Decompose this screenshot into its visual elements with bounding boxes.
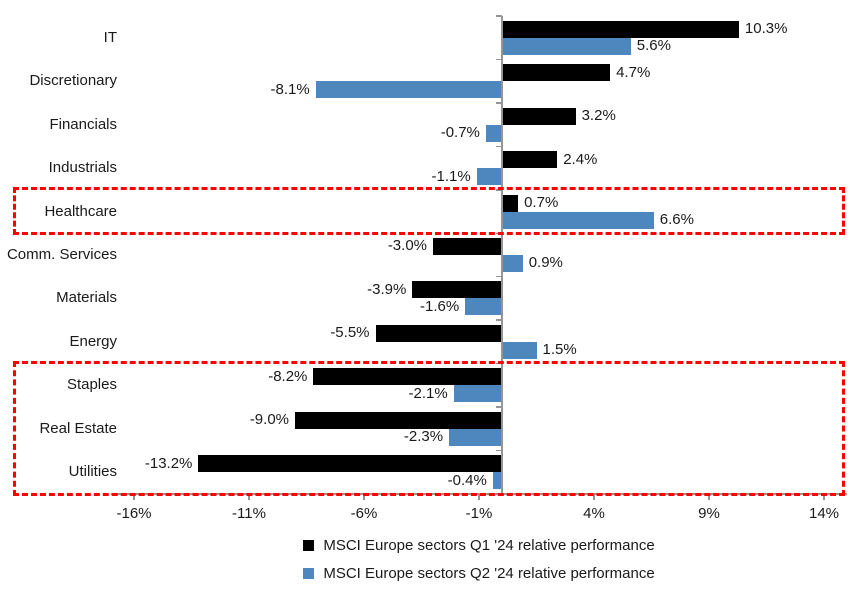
bar-q1-staples — [313, 368, 502, 386]
x-tick-label-16: -16% — [116, 504, 152, 522]
bar-q2-materials — [465, 298, 502, 316]
bar-q1-utilities — [198, 455, 502, 473]
x-axis-tick — [248, 493, 250, 500]
category-label-industrials: Industrials — [48, 159, 117, 177]
y-axis-tick — [495, 58, 502, 61]
value-label-q1-it: 10.3% — [744, 20, 788, 38]
y-axis-tick — [495, 319, 502, 321]
bar-q2-energy — [502, 341, 537, 359]
bar-q2-real-estate — [449, 428, 502, 446]
bar-q2-industrials — [476, 168, 502, 186]
category-label-utilities: Utilities — [68, 463, 117, 481]
value-label-q2-discretionary: -8.1% — [270, 80, 310, 98]
x-axis-tick — [708, 493, 710, 500]
category-label-healthcare: Healthcare — [44, 202, 117, 220]
category-label-real-estate: Real Estate — [39, 419, 117, 437]
bar-q2-discretionary — [315, 81, 502, 99]
value-label-q1-industrials: 2.4% — [563, 150, 598, 168]
value-label-q2-financials: -0.7% — [440, 124, 480, 142]
category-label-staples: Staples — [66, 376, 117, 394]
bar-q1-financials — [502, 107, 576, 125]
value-label-q2-healthcare: 6.6% — [659, 211, 694, 228]
value-label-q2-comm-services: 0.9% — [528, 254, 563, 272]
x-tick-label-14: 14% — [808, 504, 840, 522]
value-label-q2-utilities: -0.4% — [447, 471, 487, 489]
category-label-financials: Financials — [49, 115, 117, 133]
bar-q1-healthcare — [502, 194, 519, 212]
value-label-q2-industrials: -1.1% — [431, 167, 471, 185]
x-tick-label-1: -1% — [465, 504, 493, 522]
bar-q2-it — [502, 37, 631, 55]
bar-q1-discretionary — [502, 64, 611, 82]
highlight-box-healthcare — [13, 186, 845, 236]
value-label-q1-financials: 3.2% — [581, 107, 616, 125]
highlight-box-staples-to-utilities — [13, 360, 845, 496]
y-axis-tick — [495, 102, 502, 104]
x-axis-tick — [593, 493, 595, 500]
x-axis-tick — [478, 493, 480, 500]
legend-swatch-q2-icon — [303, 568, 315, 579]
y-axis-tick — [495, 275, 502, 278]
bar-q1-comm-services — [433, 237, 502, 255]
value-label-q2-materials: -1.6% — [420, 297, 460, 315]
value-label-q1-healthcare: 0.7% — [524, 194, 559, 211]
category-label-it: IT — [103, 28, 117, 46]
y-axis-line — [501, 16, 503, 494]
legend-label-q2: MSCI Europe sectors Q2 '24 relative perf… — [323, 565, 655, 582]
value-label-q1-energy: -5.5% — [330, 324, 370, 342]
legend: MSCI Europe sectors Q1 '24 relative perf… — [111, 537, 847, 582]
legend-item-q1: MSCI Europe sectors Q1 '24 relative perf… — [303, 537, 655, 554]
bar-q2-comm-services — [502, 254, 523, 272]
category-label-materials: Materials — [56, 289, 117, 307]
value-label-q1-comm-services: -3.0% — [387, 237, 427, 255]
x-tick-label-6: -6% — [350, 504, 378, 522]
value-label-q1-utilities: -13.2% — [144, 454, 193, 472]
legend-item-q2: MSCI Europe sectors Q2 '24 relative perf… — [303, 565, 655, 582]
bar-q2-utilities — [492, 472, 502, 490]
value-label-q2-staples: -2.1% — [408, 384, 448, 402]
bar-q1-real-estate — [295, 411, 502, 429]
bar-q1-energy — [375, 324, 502, 342]
y-axis-tick — [495, 145, 502, 148]
x-tick-label-11: -11% — [232, 504, 266, 522]
x-axis-tick — [363, 493, 365, 500]
x-tick-label-9: 9% — [698, 504, 720, 522]
x-axis-tick — [823, 493, 825, 500]
y-axis-tick — [495, 449, 502, 452]
category-label-discretionary: Discretionary — [29, 72, 117, 90]
bar-q2-staples — [453, 385, 502, 403]
category-label-comm-services: Comm. Services — [6, 245, 117, 263]
value-label-q1-discretionary: 4.7% — [616, 63, 651, 81]
x-axis-tick — [133, 493, 135, 500]
y-axis-tick — [495, 406, 502, 408]
bar-q2-financials — [485, 124, 502, 142]
legend-label-q1: MSCI Europe sectors Q1 '24 relative perf… — [323, 537, 655, 554]
value-label-q2-energy: 1.5% — [542, 341, 577, 359]
value-label-q1-staples: -8.2% — [268, 367, 308, 385]
x-tick-label-4: 4% — [583, 504, 605, 522]
bar-q2-healthcare — [502, 211, 654, 229]
value-label-q1-materials: -3.9% — [367, 280, 407, 298]
y-axis-tick — [495, 15, 502, 17]
value-label-q2-it: 5.6% — [636, 37, 671, 55]
bar-q1-it — [502, 20, 739, 38]
legend-swatch-q1-icon — [303, 540, 315, 551]
value-label-q1-real-estate: -9.0% — [249, 411, 289, 429]
category-label-energy: Energy — [69, 332, 117, 350]
bar-q1-materials — [412, 281, 502, 299]
bar-q1-industrials — [502, 151, 558, 169]
value-label-q2-real-estate: -2.3% — [403, 428, 444, 446]
